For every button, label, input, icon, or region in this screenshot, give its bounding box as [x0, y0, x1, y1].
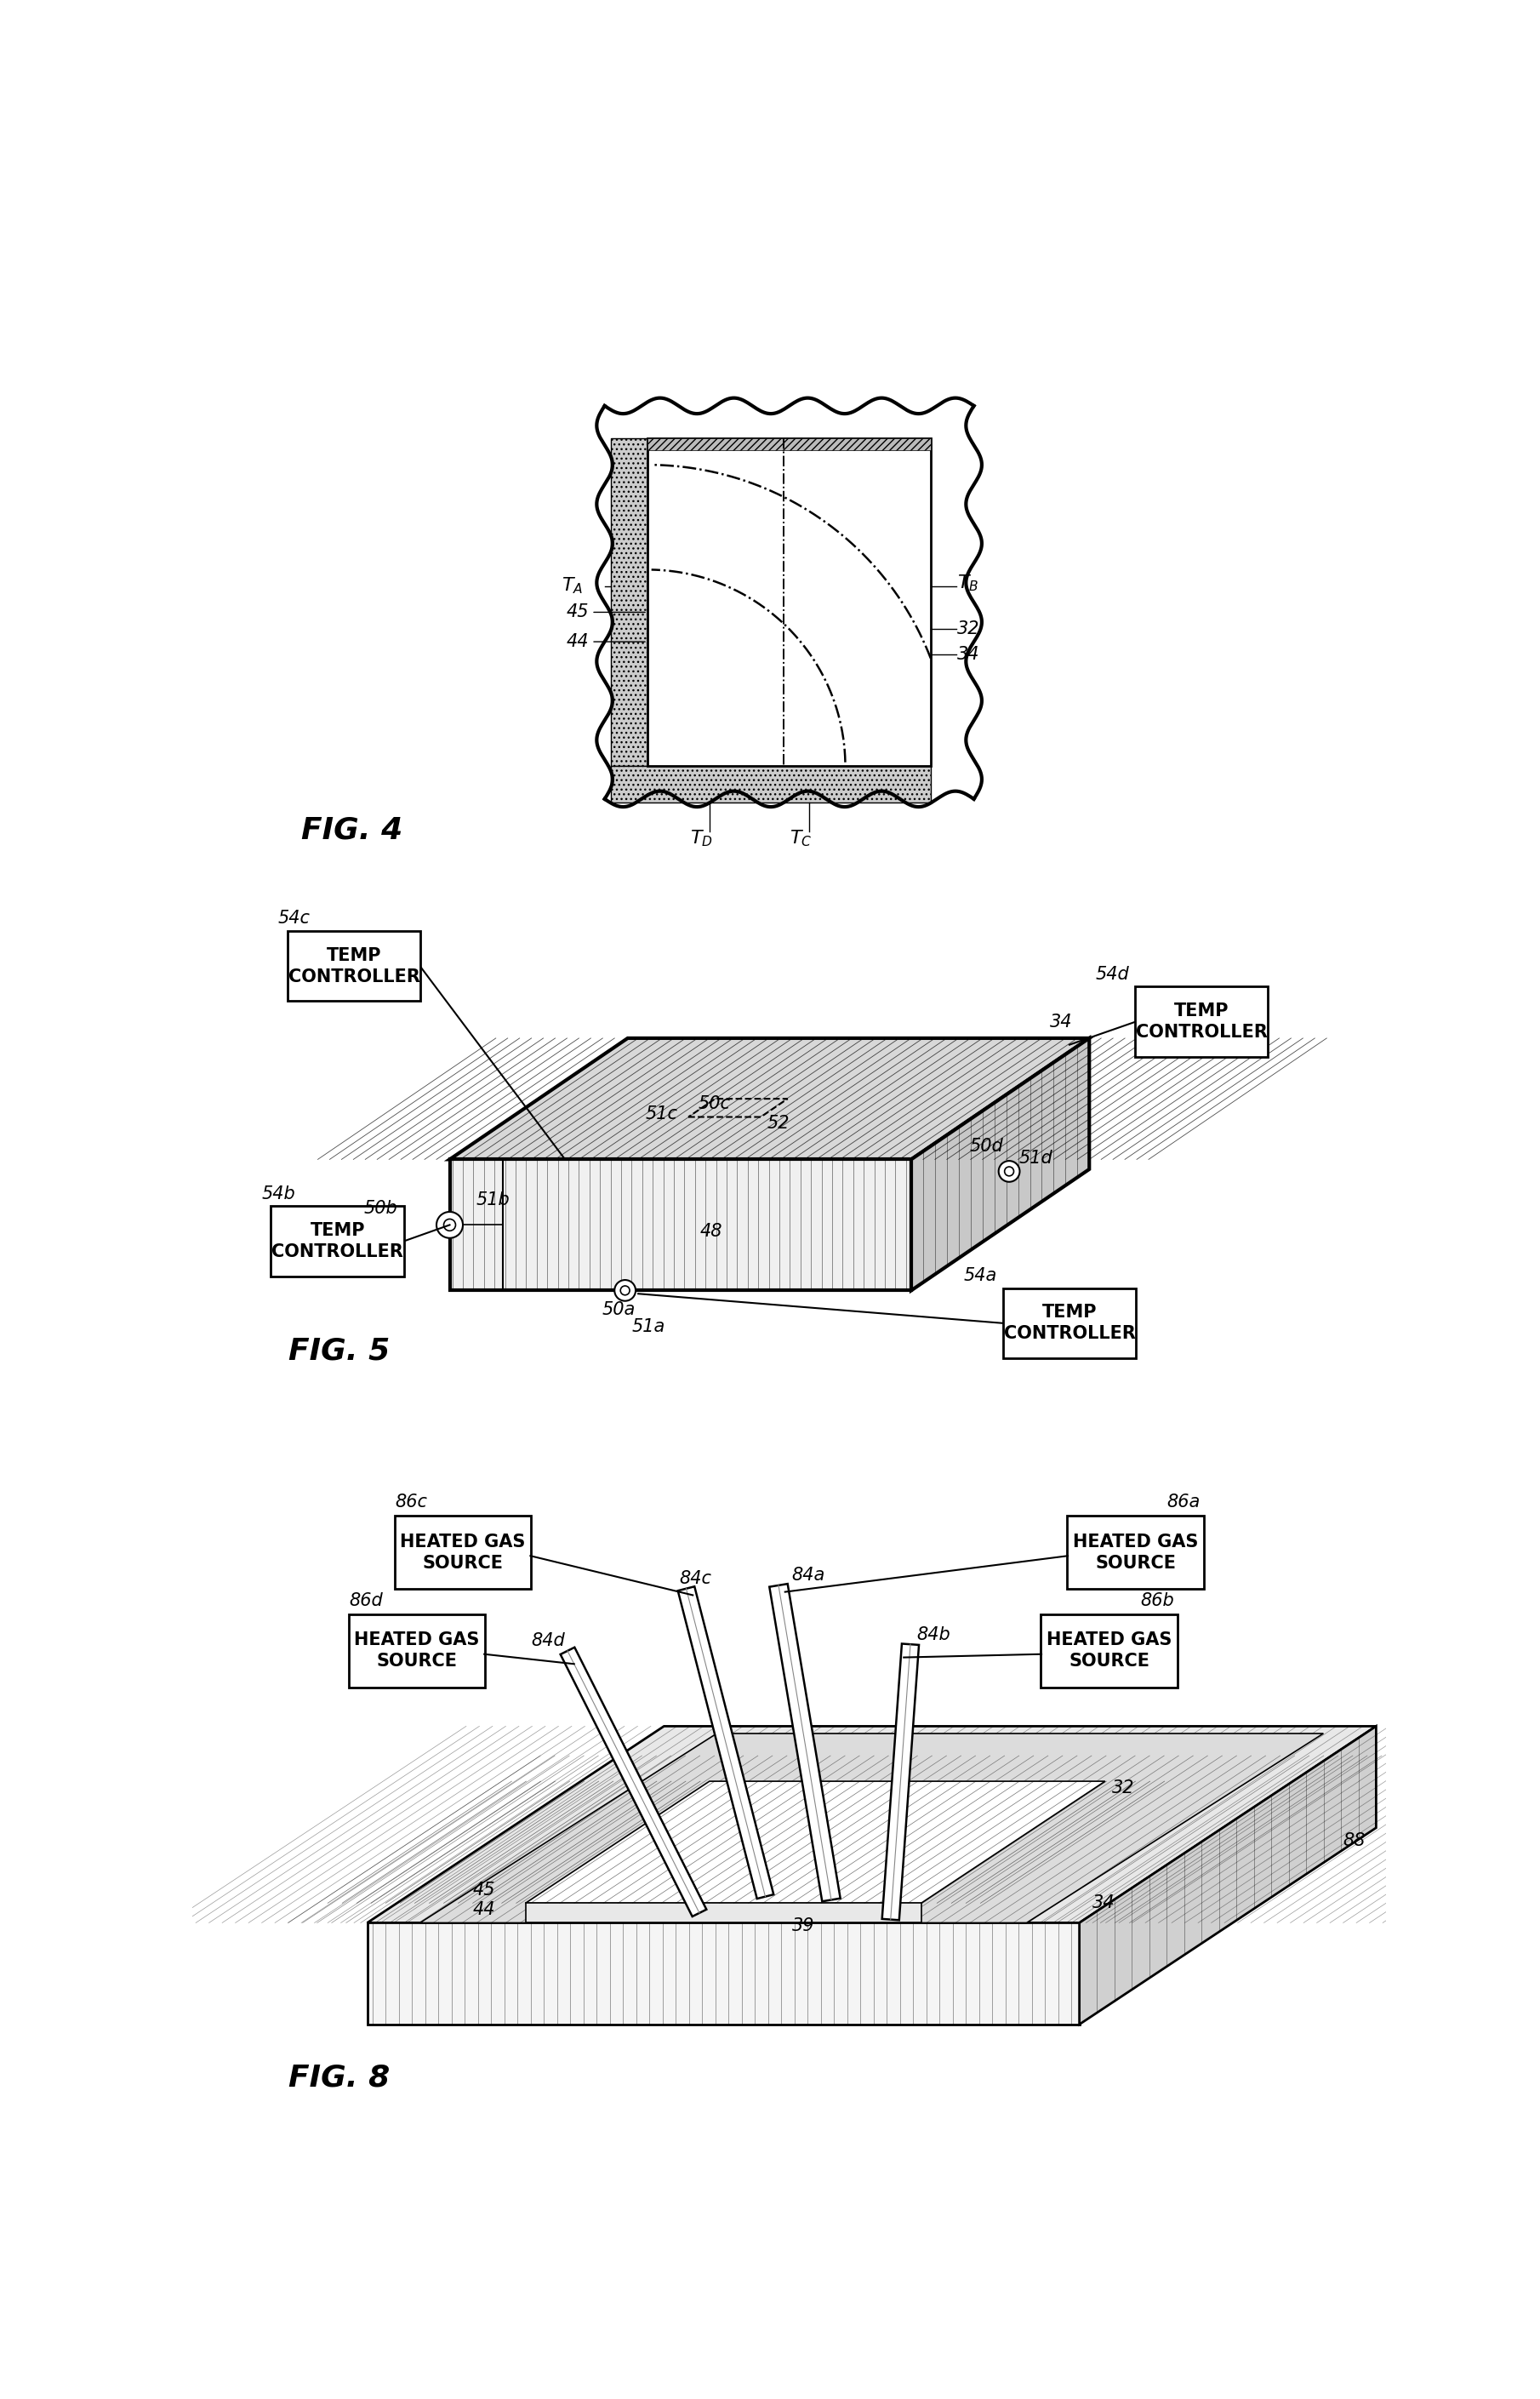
Polygon shape [912, 1039, 1089, 1291]
Text: FIG. 4: FIG. 4 [302, 816, 403, 844]
Text: 51a: 51a [631, 1317, 665, 1334]
Text: 39: 39 [792, 1917, 815, 1934]
Text: 84d: 84d [531, 1634, 565, 1651]
Text: HEATED GAS
SOURCE: HEATED GAS SOURCE [1046, 1631, 1172, 1670]
Text: 86c: 86c [396, 1495, 428, 1511]
Text: 34: 34 [958, 645, 979, 665]
Text: 44: 44 [567, 633, 588, 650]
Text: 48: 48 [701, 1223, 722, 1240]
Text: 44: 44 [473, 1900, 496, 1919]
Text: 50c: 50c [698, 1096, 730, 1113]
Text: 54c: 54c [279, 909, 311, 926]
Text: 54b: 54b [262, 1185, 296, 1202]
Text: 45: 45 [473, 1881, 496, 1898]
Text: 86d: 86d [350, 1593, 383, 1610]
Text: 54d: 54d [1096, 967, 1130, 984]
Polygon shape [882, 1643, 919, 1919]
FancyBboxPatch shape [1067, 1516, 1204, 1588]
Text: 45: 45 [567, 605, 588, 621]
Text: TEMP
CONTROLLER: TEMP CONTROLLER [271, 1221, 403, 1259]
Text: $T_{B}$: $T_{B}$ [958, 573, 979, 593]
FancyBboxPatch shape [271, 1207, 403, 1276]
FancyBboxPatch shape [1003, 1288, 1137, 1358]
Text: 50b: 50b [363, 1200, 397, 1216]
FancyBboxPatch shape [1041, 1615, 1177, 1686]
FancyBboxPatch shape [394, 1516, 531, 1588]
Text: 88: 88 [1343, 1833, 1366, 1850]
Text: 86a: 86a [1167, 1495, 1200, 1511]
Circle shape [1004, 1166, 1013, 1176]
Text: 34: 34 [1092, 1895, 1115, 1912]
Text: $T_{C}$: $T_{C}$ [788, 828, 812, 849]
Polygon shape [561, 1648, 707, 1917]
Text: 84a: 84a [792, 1567, 825, 1583]
Polygon shape [525, 1782, 1106, 1902]
Polygon shape [678, 1586, 773, 1898]
Polygon shape [420, 1734, 1323, 1924]
Polygon shape [611, 439, 647, 765]
Text: 34: 34 [1050, 1012, 1072, 1029]
Text: $T_{A}$: $T_{A}$ [562, 576, 584, 595]
Polygon shape [647, 439, 932, 765]
Text: 50a: 50a [602, 1303, 636, 1319]
Text: 84c: 84c [679, 1571, 711, 1588]
Polygon shape [647, 439, 932, 451]
Polygon shape [1080, 1727, 1377, 2025]
Text: 54a: 54a [964, 1267, 998, 1283]
Text: 51b: 51b [476, 1192, 510, 1209]
Text: FIG. 8: FIG. 8 [288, 2063, 390, 2092]
Polygon shape [525, 1902, 921, 1924]
Text: 51d: 51d [1019, 1149, 1053, 1166]
Polygon shape [450, 1039, 1089, 1159]
Polygon shape [367, 1924, 1080, 2025]
Polygon shape [450, 1159, 912, 1291]
Polygon shape [611, 765, 932, 801]
Text: TEMP
CONTROLLER: TEMP CONTROLLER [1004, 1305, 1135, 1343]
Text: 32: 32 [958, 619, 979, 638]
Text: 86b: 86b [1141, 1593, 1173, 1610]
Circle shape [436, 1211, 464, 1238]
Text: HEATED GAS
SOURCE: HEATED GAS SOURCE [1073, 1533, 1198, 1571]
FancyBboxPatch shape [288, 931, 420, 1000]
Circle shape [621, 1286, 630, 1295]
Text: 32: 32 [1112, 1780, 1135, 1797]
FancyBboxPatch shape [348, 1615, 485, 1686]
Circle shape [444, 1219, 456, 1231]
Text: 52: 52 [767, 1116, 790, 1132]
Text: $T_{D}$: $T_{D}$ [690, 828, 713, 849]
Polygon shape [770, 1583, 841, 1902]
Text: HEATED GAS
SOURCE: HEATED GAS SOURCE [400, 1533, 525, 1571]
Text: 84b: 84b [916, 1627, 950, 1643]
Text: TEMP
CONTROLLER: TEMP CONTROLLER [1135, 1003, 1267, 1041]
FancyBboxPatch shape [1135, 986, 1267, 1058]
Text: 51c: 51c [645, 1106, 678, 1123]
Circle shape [998, 1161, 1019, 1183]
Text: 50d: 50d [970, 1137, 1004, 1154]
Circle shape [614, 1281, 636, 1300]
Polygon shape [367, 1727, 1377, 1924]
Text: HEATED GAS
SOURCE: HEATED GAS SOURCE [354, 1631, 479, 1670]
Text: TEMP
CONTROLLER: TEMP CONTROLLER [288, 948, 420, 986]
Text: FIG. 5: FIG. 5 [288, 1336, 390, 1365]
